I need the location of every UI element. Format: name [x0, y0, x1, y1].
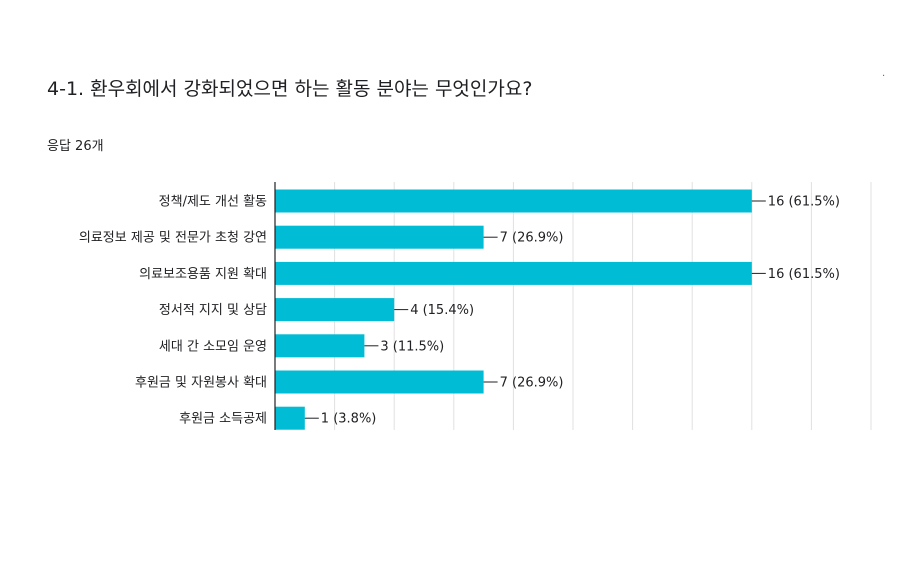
value-label: 1 (3.8%): [321, 412, 377, 427]
value-labels: 16 (61.5%) 7 (26.9%) 16 (61.5%) 4 (15.4%) 3 …: [304, 195, 840, 427]
response-count: 응답 26개: [47, 139, 104, 154]
bar: [275, 334, 365, 358]
value-label: 7 (26.9%): [500, 231, 564, 246]
value-label: 16 (61.5%): [768, 267, 840, 282]
bar: [275, 298, 395, 322]
corner-mark: .: [882, 68, 886, 79]
question-title: 4-1. 환우회에서 강화되었으면 하는 활동 분야는 무엇인가요?: [47, 78, 533, 100]
bar: [275, 189, 752, 213]
bar: [275, 406, 305, 430]
bar: [275, 261, 752, 285]
bar: [275, 225, 484, 249]
bar: [275, 370, 484, 394]
value-label: 7 (26.9%): [500, 376, 564, 391]
category-label: 후원금 소득공제: [179, 412, 267, 427]
bars: [275, 189, 752, 430]
category-label: 후원금 및 자원봉사 확대: [135, 376, 267, 391]
category-label: 세대 간 소모임 운영: [159, 339, 267, 354]
category-label: 의료정보 제공 및 전문가 초청 강연: [79, 231, 267, 246]
category-label: 정서적 지지 및 상담: [159, 303, 267, 318]
category-label: 정책/제도 개선 활동: [159, 195, 267, 210]
value-label: 4 (15.4%): [410, 303, 474, 318]
value-label: 16 (61.5%): [768, 195, 840, 210]
category-label: 의료보조용품 지원 확대: [139, 267, 267, 282]
value-label: 3 (11.5%): [380, 339, 444, 354]
